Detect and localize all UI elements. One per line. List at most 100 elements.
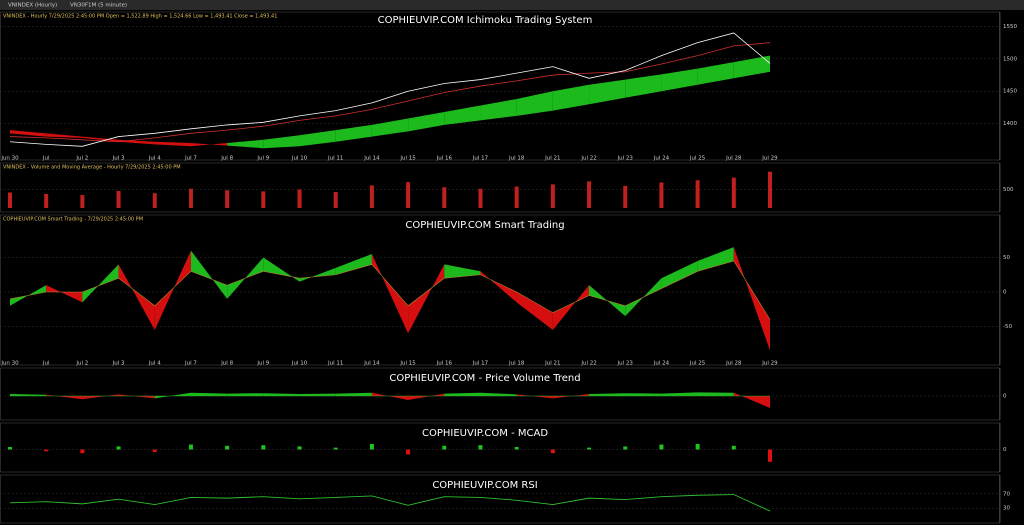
bar [369, 185, 374, 208]
x-tick-label: Jul 4 [148, 361, 161, 367]
fill-segment [625, 74, 662, 98]
series-line [9, 494, 771, 512]
y-tick-label: 50 [1003, 255, 1010, 261]
fill-segment [82, 136, 119, 142]
x-tick-label: Jul 7 [184, 156, 197, 162]
fill-segment [263, 135, 300, 149]
x-tick-label: Jul 8 [220, 361, 233, 367]
panel-title: COPHIEUVIP.COM - Price Volume Trend [389, 373, 580, 384]
panel-title: COPHIEUVIP.COM Ichimoku Trading System [378, 15, 593, 26]
fill-segment [480, 99, 517, 121]
fill-segment [299, 393, 336, 396]
fill-segment [154, 141, 191, 147]
bar [587, 447, 592, 450]
x-tick-label: Jul 11 [327, 156, 343, 162]
bar [695, 180, 700, 208]
x-tick-label: Jul 24 [653, 361, 670, 367]
fill-segment [263, 257, 300, 282]
fill-segment [118, 264, 155, 330]
fill-segment [154, 392, 191, 399]
y-tick-label: 30 [1003, 506, 1010, 512]
bar [297, 189, 302, 208]
x-tick-label: Jul 14 [363, 156, 380, 162]
panel-frame [0, 422, 1000, 473]
fill-segment [263, 393, 300, 396]
fill-segment [480, 271, 517, 303]
fill-segment [371, 118, 409, 137]
fill-segment [335, 392, 372, 396]
y-tick-label: 1550 [1003, 24, 1017, 30]
x-tick-label: Jun 30 [0, 361, 19, 367]
window-title: VNINDEX (Hourly) [8, 3, 57, 9]
fill-segment [733, 55, 770, 79]
x-tick-label: Jun 30 [0, 156, 19, 162]
fill-segment [516, 394, 553, 399]
bar [152, 449, 157, 452]
fill-segment [10, 394, 47, 396]
window-tab[interactable]: VN30F1M (5 minute) [70, 3, 127, 9]
fill-segment [82, 394, 119, 400]
fill-segment [10, 130, 47, 137]
bar [478, 188, 483, 208]
x-tick-label: Jul 9 [256, 361, 269, 367]
fill-segment [552, 394, 590, 399]
fill-segment [154, 250, 191, 330]
y-tick-label: 500 [1003, 187, 1014, 193]
fill-segment [46, 133, 83, 138]
x-tick-label: Jul 18 [508, 156, 525, 162]
x-tick-label: Jul 11 [327, 361, 343, 367]
bar [514, 186, 519, 208]
y-tick-label: 1400 [1003, 121, 1017, 127]
fill-segment [733, 392, 770, 408]
bar [587, 181, 592, 208]
fill-segment [444, 264, 481, 279]
fill-segment [190, 392, 228, 396]
x-tick-label: Jul 16 [436, 361, 453, 367]
y-tick-label: 0 [1003, 290, 1007, 296]
bar [550, 184, 555, 208]
bar [442, 187, 447, 208]
bar [442, 445, 447, 450]
y-tick-label: 70 [1003, 491, 1010, 497]
x-tick-label: Jul 2 [75, 361, 88, 367]
bar [80, 449, 85, 454]
fill-segment [408, 111, 445, 132]
x-tick-label: Jul [42, 156, 50, 162]
fill-segment [118, 139, 155, 145]
fill-segment [299, 267, 336, 282]
x-tick-label: Jul 17 [472, 156, 489, 162]
bar [768, 449, 772, 462]
bar [406, 182, 411, 208]
bar [261, 191, 266, 208]
bar [225, 445, 230, 450]
panel-title: COPHIEUVIP.COM Smart Trading [405, 220, 564, 231]
bar [623, 185, 628, 208]
series-line [9, 32, 771, 147]
panel-header: VNINDEX - Volume and Moving Average - Ho… [3, 165, 181, 171]
fill-segment [118, 394, 155, 399]
fill-segment [625, 278, 662, 317]
fill-segment [82, 264, 119, 303]
bar [8, 447, 12, 450]
x-tick-label: Jul 17 [472, 361, 489, 367]
x-tick-label: Jul 25 [689, 156, 706, 162]
x-tick-label: Jul 25 [689, 361, 706, 367]
x-tick-label: Jul 2 [75, 156, 88, 162]
fill-segment [516, 91, 553, 116]
y-tick-label: 1450 [1003, 89, 1017, 95]
x-tick-label: Jul 18 [508, 361, 525, 367]
bar [44, 449, 49, 452]
fill-segment [227, 257, 264, 299]
fill-segment [371, 254, 409, 334]
fill-segment [371, 392, 409, 400]
fill-segment [299, 130, 336, 147]
panel-frame [0, 162, 1000, 213]
fill-segment [733, 247, 770, 351]
bar [8, 192, 12, 208]
bar [623, 446, 628, 450]
fill-segment [661, 68, 698, 92]
bar [731, 177, 736, 208]
bar [261, 445, 266, 450]
fill-segment [625, 393, 662, 396]
